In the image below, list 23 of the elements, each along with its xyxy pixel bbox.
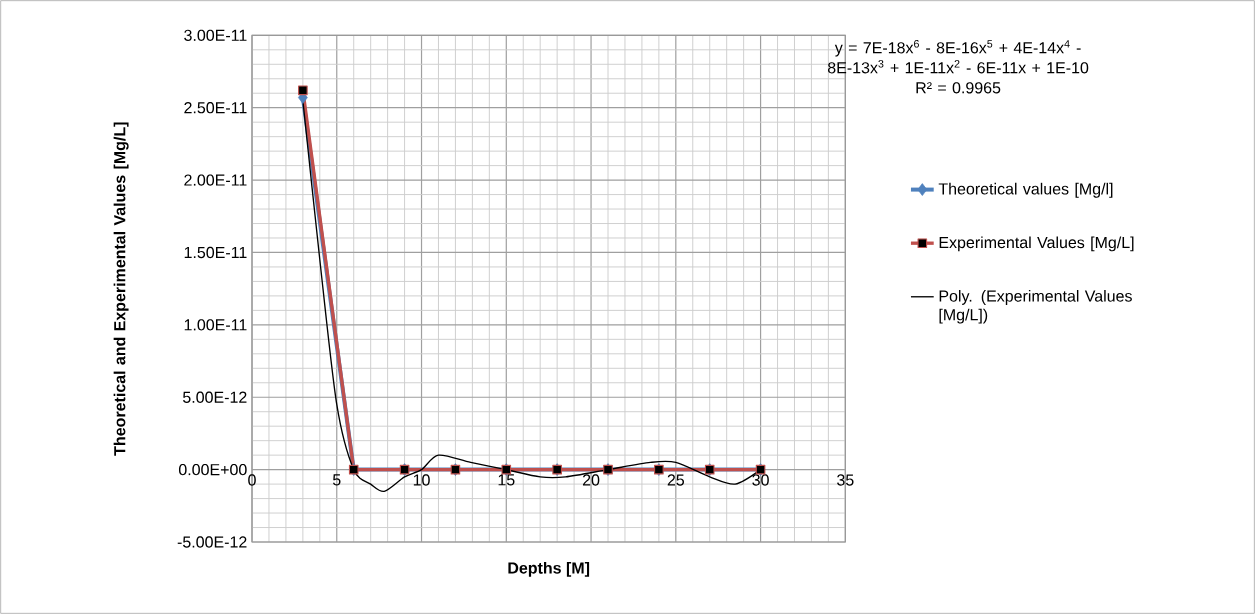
x-tick-label: 15 [498, 474, 515, 486]
x-tick-label: 5 [332, 474, 341, 486]
text: R² = 0.9965 [916, 82, 1001, 94]
y-tick-label: 1.00E-11 [184, 319, 247, 331]
x-tick-label: 0 [248, 474, 256, 486]
x-tick-label: 25 [667, 474, 685, 486]
y-tick-label: 2.00E-11 [184, 174, 247, 186]
x-tick-label: 35 [837, 474, 854, 486]
y-tick-label: 5.00E-12 [183, 391, 247, 403]
legend-label: Poly. (Experimental Values [Mg/L]) [939, 289, 1132, 324]
x-tick-label: 10 [413, 474, 430, 486]
y-tick-label: -5.00E-12 [177, 536, 247, 548]
legend-label: Theoretical values [Mg/l] [938, 182, 1113, 198]
y-axis-title: Theoretical and Experimental Values [Mg/L] [113, 122, 129, 456]
y-tick-label: 2.50E-11 [184, 102, 247, 114]
legend-label: Experimental Values [Mg/L] [939, 236, 1134, 252]
text: y = 7E-18x$^{6}$ - 8E-16x$^{5}$ + 4E-14x$^{4}$ - 8E-13x$^{3}$ + 1E-11x$^{2}$ - 6E-11x + 1E-10 [827, 40, 1089, 74]
x-axis-title: Depths [M] [508, 561, 590, 577]
y-tick-label: 3.00E-11 [184, 29, 247, 41]
x-tick-label: 30 [752, 474, 769, 486]
y-tick-label: 0.00E+00 [178, 463, 247, 476]
x-tick-label: 20 [582, 474, 600, 486]
y-tick-label: 1.50E-11 [184, 246, 247, 259]
